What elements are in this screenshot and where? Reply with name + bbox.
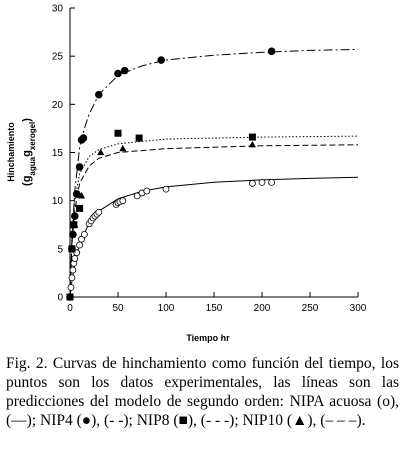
fit-curve [69,176,359,298]
y-tick-label: 30 [52,4,64,15]
y-axis-label: Hinchamiento [6,122,16,182]
chart: Tiempo hr Hinchamiento (gaguagxerogel) 0… [6,4,367,344]
data-point [75,163,84,171]
data-point [143,187,151,195]
data-point [68,245,76,252]
x-tick-label: 50 [112,303,124,314]
data-point [69,230,77,239]
data-point [97,148,105,156]
x-tick-label: 150 [206,303,223,314]
x-tick-label: 250 [302,303,319,314]
data-point [248,140,256,148]
y-tick-label: 10 [52,196,64,207]
y-tick-label: 5 [57,244,63,255]
data-point [71,220,79,228]
fit-curve [69,48,359,298]
data-point [120,66,129,75]
data-point [119,144,127,152]
unit-text: ) [21,118,33,122]
fit-curve [69,144,359,298]
unit-subscript: agua [28,156,37,175]
figure-caption: Fig. 2. Curvas de hinchamiento como func… [6,355,399,429]
x-tick-label: 200 [254,303,271,314]
data-point [71,255,79,262]
data-point [114,129,122,137]
data-point [76,241,83,249]
data-point [135,134,143,142]
data-point [66,293,74,300]
y-tick-label: 0 [57,293,63,304]
data-point [258,178,266,186]
y-tick-label: 15 [52,148,64,159]
data-point [81,230,88,238]
y-axis-unit: (gaguagxerogel) [21,118,37,186]
data-point [162,185,170,193]
data-point [76,204,84,212]
data-point [248,133,256,141]
data-point [67,283,75,291]
unit-text: (g [21,176,33,186]
data-point [268,178,276,186]
unit-text: g [21,150,33,157]
data-point [79,134,88,142]
data-point [71,212,79,220]
data-point [157,56,165,64]
data-point [267,47,276,56]
y-tick-label: 25 [52,52,64,63]
data-point [78,235,85,243]
data-point [248,179,256,187]
data-point [119,197,127,205]
data-point [72,190,81,198]
data-point [68,274,76,282]
data-point [95,90,103,99]
data-point [95,208,103,216]
fit-curve [69,135,359,298]
x-tick-label: 0 [67,303,73,314]
y-tick-label: 20 [52,100,64,111]
data-point [133,192,141,200]
x-tick-label: 300 [350,303,367,314]
x-axis-label: Tiempo hr [186,333,230,343]
data-point [69,266,77,274]
data-point [77,192,86,199]
unit-subscript: xerogel [28,122,37,150]
data-point [114,69,122,78]
x-tick-label: 100 [158,303,175,314]
